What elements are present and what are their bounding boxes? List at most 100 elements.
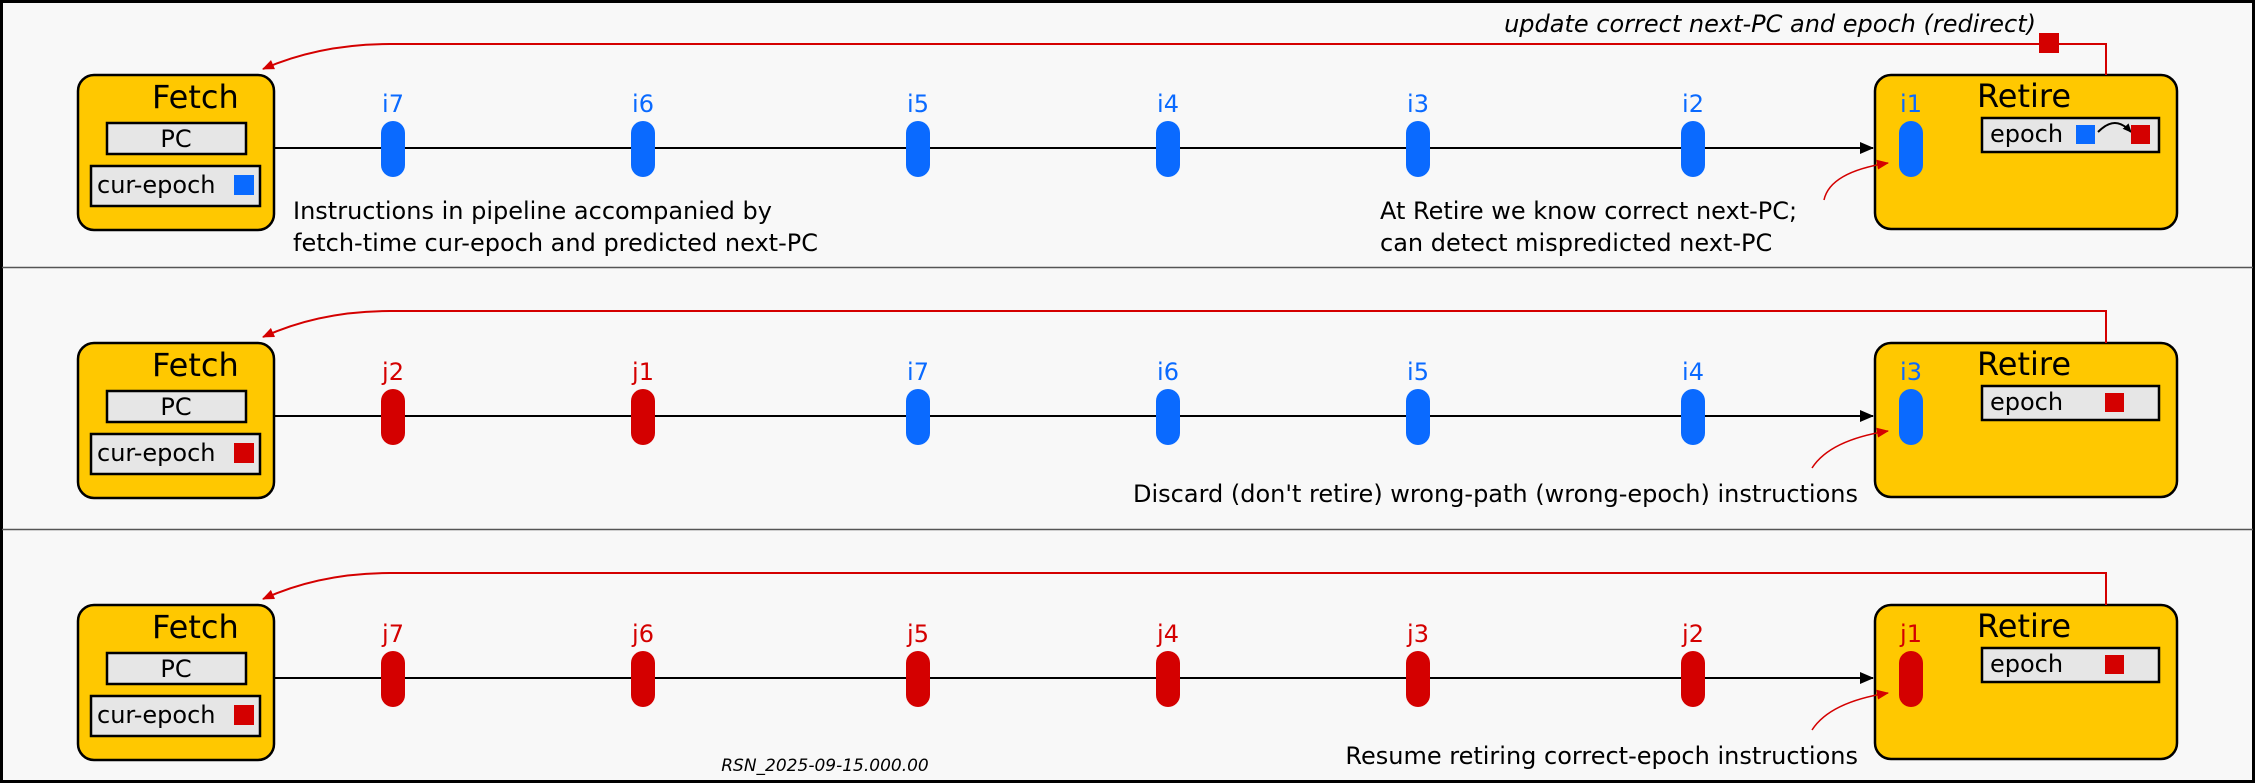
cur-epoch-label: cur-epoch bbox=[97, 171, 216, 199]
annotation-right: At Retire we know correct next-PC; bbox=[1380, 197, 1797, 225]
retire-epoch-label: epoch bbox=[1990, 120, 2063, 148]
instruction-label: i5 bbox=[1407, 358, 1429, 386]
pc-register bbox=[105, 651, 248, 686]
retire-epoch-value-square bbox=[2105, 655, 2124, 674]
note-pointer-arrow bbox=[1823, 159, 1889, 201]
footer-id: RSN_2025-09-15.000.00 bbox=[721, 756, 929, 776]
instruction-i5: i5 bbox=[1406, 358, 1430, 445]
instruction-j1: j1 bbox=[631, 358, 655, 445]
instruction-i6: i6 bbox=[1156, 358, 1180, 445]
instruction-label: j3 bbox=[1406, 620, 1429, 648]
instruction-label: j7 bbox=[381, 620, 404, 648]
annotation-right: Discard (don't retire) wrong-path (wrong… bbox=[1133, 480, 1858, 508]
retiring-instruction-j1: j1 bbox=[1899, 620, 1923, 707]
instruction-token bbox=[1156, 121, 1180, 177]
annotation-right: can detect mispredicted next-PC bbox=[1380, 229, 1772, 257]
retire-label: Retire bbox=[1977, 345, 2071, 383]
instruction-i3: i3 bbox=[1406, 90, 1430, 177]
instruction-label: i4 bbox=[1682, 358, 1704, 386]
cur-epoch-value-square bbox=[234, 175, 254, 195]
instruction-i5: i5 bbox=[906, 90, 930, 177]
instruction-label: i5 bbox=[907, 90, 929, 118]
instruction-label: j2 bbox=[381, 358, 404, 386]
instruction-i7: i7 bbox=[906, 358, 930, 445]
pc-register bbox=[105, 121, 248, 156]
fetch-stage: Fetch PC cur-epoch bbox=[76, 603, 276, 762]
redirect-epoch-square bbox=[2039, 33, 2059, 53]
instruction-j7: j7 bbox=[381, 620, 405, 707]
fetch-label: Fetch bbox=[152, 78, 239, 116]
instruction-token bbox=[1406, 389, 1430, 445]
annotation-left: fetch-time cur-epoch and predicted next-… bbox=[293, 229, 818, 257]
instruction-token bbox=[906, 651, 930, 707]
instruction-j2: j2 bbox=[381, 358, 405, 445]
instruction-label: i3 bbox=[1407, 90, 1429, 118]
pc-label: PC bbox=[160, 125, 191, 153]
instruction-token bbox=[381, 389, 405, 445]
instruction-i2: i2 bbox=[1681, 90, 1705, 177]
retiring-instruction-i1: i1 bbox=[1899, 90, 1923, 177]
instruction-token bbox=[631, 121, 655, 177]
instruction-label: j6 bbox=[631, 620, 654, 648]
epoch-update-arrow bbox=[2097, 122, 2132, 133]
instruction-token bbox=[631, 389, 655, 445]
instruction-i7: i7 bbox=[381, 90, 405, 177]
pc-register bbox=[105, 389, 248, 424]
cur-epoch-value-square bbox=[234, 443, 254, 463]
fetch-label: Fetch bbox=[152, 346, 239, 384]
instruction-label: i6 bbox=[1157, 358, 1179, 386]
instruction-token bbox=[1156, 651, 1180, 707]
instruction-token bbox=[631, 651, 655, 707]
retire-stage: Retire epoch bbox=[1873, 341, 2179, 499]
retiring-instruction-token bbox=[1899, 651, 1923, 707]
annotation-left: Instructions in pipeline accompanied by bbox=[293, 197, 772, 225]
pc-label: PC bbox=[160, 393, 191, 421]
instruction-i6: i6 bbox=[631, 90, 655, 177]
retiring-instruction-i3: i3 bbox=[1899, 358, 1923, 445]
retiring-instruction-label: j1 bbox=[1899, 620, 1922, 648]
instruction-label: i7 bbox=[907, 358, 929, 386]
fetch-stage: Fetch PC cur-epoch bbox=[76, 73, 276, 232]
instruction-token bbox=[1406, 121, 1430, 177]
instruction-j2: j2 bbox=[1681, 620, 1705, 707]
new-epoch-square bbox=[2131, 125, 2150, 144]
instruction-j6: j6 bbox=[631, 620, 655, 707]
redirect-arrow bbox=[262, 310, 2107, 343]
cur-epoch-register bbox=[89, 694, 262, 738]
cur-epoch-register bbox=[89, 432, 262, 476]
retire-epoch-register bbox=[1980, 384, 2161, 422]
retire-stage: Retire epoch bbox=[1873, 603, 2179, 761]
instruction-label: j2 bbox=[1681, 620, 1704, 648]
redirect-note: update correct next-PC and epoch (redire… bbox=[1504, 10, 2036, 38]
instruction-i4: i4 bbox=[1681, 358, 1705, 445]
retire-epoch-label: epoch bbox=[1990, 650, 2063, 678]
panel-2: Fetch PC cur-epoch Retire epoch j2 j1 i7 i6 i5 i4 i… bbox=[2, 266, 2253, 508]
retiring-instruction-token bbox=[1899, 389, 1923, 445]
cur-epoch-label: cur-epoch bbox=[97, 701, 216, 729]
instruction-j4: j4 bbox=[1156, 620, 1180, 707]
retiring-instruction-label: i1 bbox=[1900, 90, 1922, 118]
instruction-token bbox=[381, 651, 405, 707]
instruction-token bbox=[1156, 389, 1180, 445]
cur-epoch-register bbox=[89, 164, 262, 208]
retire-epoch-value-square bbox=[2105, 393, 2124, 412]
retire-label: Retire bbox=[1977, 77, 2071, 115]
instruction-token bbox=[381, 121, 405, 177]
instruction-label: j1 bbox=[631, 358, 654, 386]
instruction-label: j4 bbox=[1156, 620, 1179, 648]
retire-stage: Retire epoch bbox=[1873, 73, 2179, 231]
note-pointer-arrow bbox=[1811, 427, 1889, 469]
note-pointer-arrow bbox=[1811, 689, 1889, 731]
retire-epoch-label: epoch bbox=[1990, 388, 2063, 416]
instruction-token bbox=[1681, 651, 1705, 707]
fetch-label: Fetch bbox=[152, 608, 239, 646]
instruction-label: i2 bbox=[1682, 90, 1704, 118]
instruction-label: i4 bbox=[1157, 90, 1179, 118]
redirect-arrow bbox=[262, 572, 2107, 605]
pc-label: PC bbox=[160, 655, 191, 683]
retire-label: Retire bbox=[1977, 607, 2071, 645]
retiring-instruction-token bbox=[1899, 121, 1923, 177]
retire-epoch-register bbox=[1980, 646, 2161, 684]
instruction-label: i7 bbox=[382, 90, 404, 118]
